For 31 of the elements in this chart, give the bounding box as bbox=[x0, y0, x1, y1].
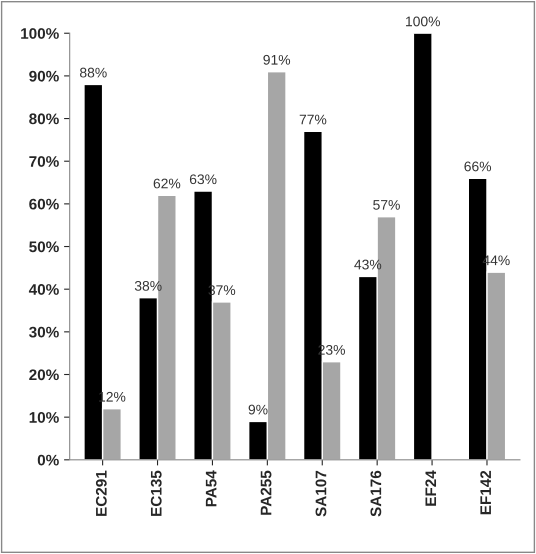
x-tick-label: EF142 bbox=[480, 470, 491, 514]
data-label: 100% bbox=[406, 16, 440, 26]
data-label: 57% bbox=[373, 200, 400, 210]
data-label: 66% bbox=[464, 162, 492, 172]
y-tick-label: 80% bbox=[29, 113, 59, 124]
data-label: 9% bbox=[248, 404, 268, 415]
y-tick-label: 50% bbox=[29, 241, 59, 252]
data-label: 88% bbox=[80, 68, 107, 78]
x-tick-label: EF24 bbox=[425, 470, 436, 506]
x-tick-label: EC135 bbox=[150, 470, 162, 516]
x-tick-label: PA54 bbox=[206, 470, 217, 506]
data-label: 62% bbox=[154, 178, 180, 188]
data-label: 77% bbox=[300, 114, 326, 124]
bar bbox=[412, 33, 433, 460]
y-tick-label: 40% bbox=[28, 284, 59, 295]
y-tick-label: 20% bbox=[29, 369, 59, 380]
y-tick-label: 70% bbox=[29, 156, 59, 167]
y-tick-label: 30% bbox=[29, 326, 59, 338]
x-tick-label: SA176 bbox=[370, 470, 382, 517]
y-tick-label: 0% bbox=[38, 454, 59, 466]
y-tick-label: 90% bbox=[29, 70, 59, 82]
y-tick-label: 60% bbox=[29, 198, 59, 210]
data-label: 38% bbox=[134, 280, 162, 291]
y-tick-label: 100% bbox=[21, 28, 59, 39]
data-label: 43% bbox=[354, 260, 382, 270]
x-tick-label: PA255 bbox=[260, 470, 272, 515]
y-tick-label: 10% bbox=[30, 412, 59, 423]
x-tick-label: EC291 bbox=[96, 470, 107, 516]
x-tick-label: SA107 bbox=[316, 470, 326, 517]
data-label: 63% bbox=[190, 174, 217, 184]
data-label: 91% bbox=[263, 54, 290, 65]
